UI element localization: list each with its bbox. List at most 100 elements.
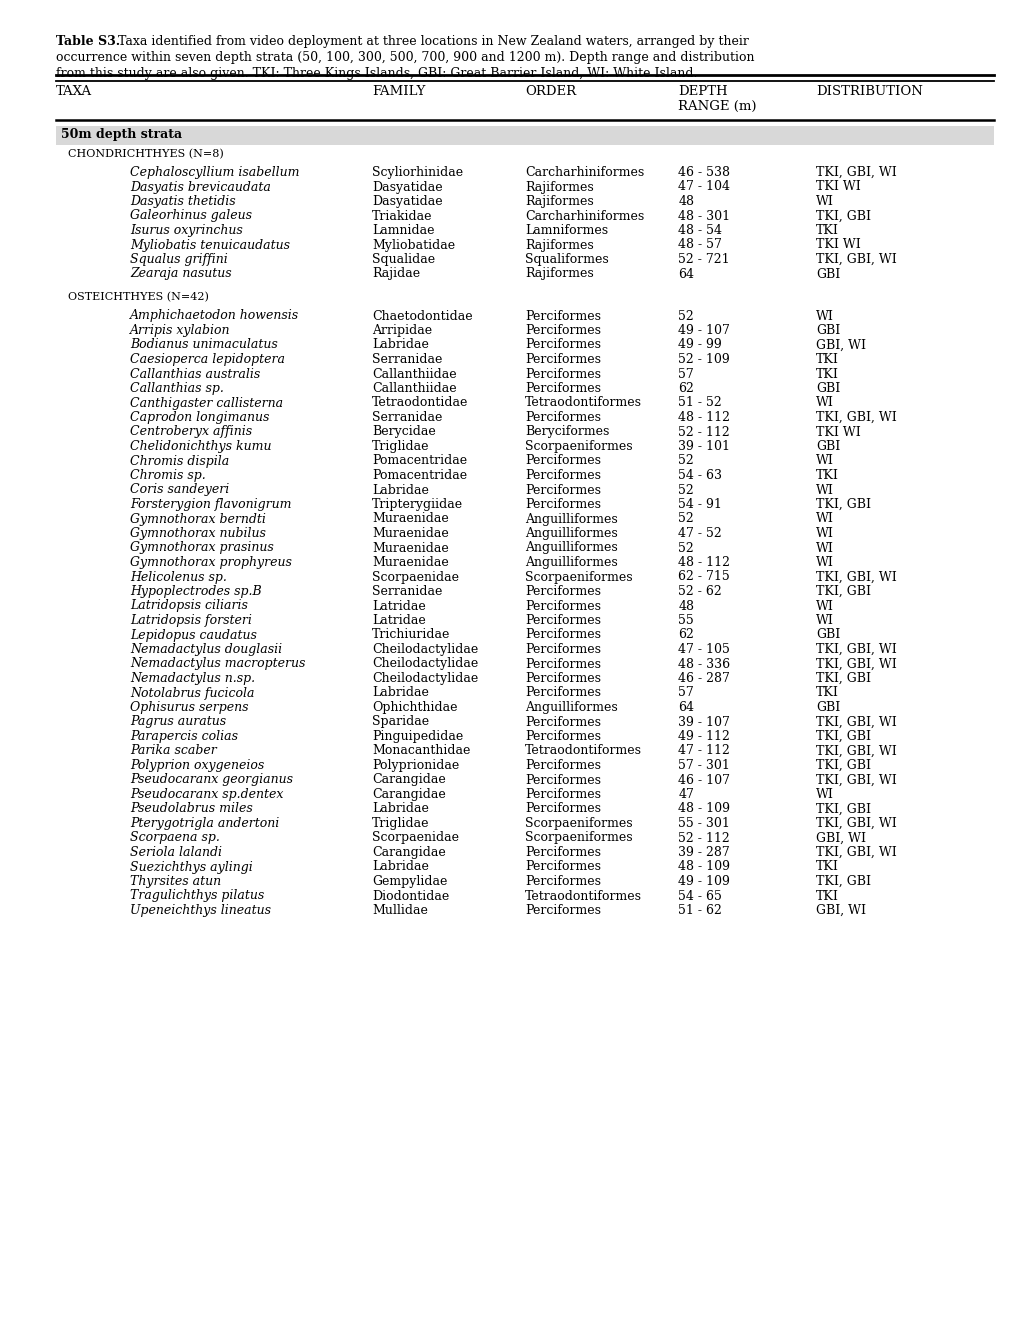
Text: Thyrsites atun: Thyrsites atun	[130, 875, 221, 888]
Text: RANGE (m): RANGE (m)	[678, 99, 756, 112]
Text: Cheilodactylidae: Cheilodactylidae	[372, 643, 478, 656]
Text: 62: 62	[678, 628, 694, 642]
Text: Callanthias sp.: Callanthias sp.	[130, 381, 224, 395]
Text: Sparidae: Sparidae	[372, 715, 429, 729]
Text: Helicolenus sp.: Helicolenus sp.	[130, 570, 227, 583]
Text: TKI, GBI: TKI, GBI	[815, 498, 870, 511]
Text: Pagrus auratus: Pagrus auratus	[130, 715, 226, 729]
Text: TAXA: TAXA	[56, 84, 92, 98]
Text: Rajiformes: Rajiformes	[525, 195, 593, 209]
Text: 47 - 52: 47 - 52	[678, 527, 721, 540]
Text: TKI, GBI, WI: TKI, GBI, WI	[815, 744, 896, 758]
Text: Diodontidae: Diodontidae	[372, 890, 449, 903]
Text: Perciformes: Perciformes	[525, 628, 601, 642]
Text: Perciformes: Perciformes	[525, 774, 601, 787]
Text: TKI: TKI	[815, 469, 838, 482]
Text: Anguilliformes: Anguilliformes	[525, 541, 618, 554]
Text: Labridae: Labridae	[372, 338, 429, 351]
Text: from this study are also given. TKI: Three Kings Islands, GBI: Great Barrier Isl: from this study are also given. TKI: Thr…	[56, 67, 697, 81]
Text: Arripidae: Arripidae	[372, 323, 432, 337]
Text: TKI: TKI	[815, 224, 838, 238]
Text: Triglidae: Triglidae	[372, 817, 429, 830]
Text: Myliobatidae: Myliobatidae	[372, 239, 454, 252]
Text: WI: WI	[815, 309, 834, 322]
Text: Perciformes: Perciformes	[525, 352, 601, 366]
Text: 52: 52	[678, 309, 693, 322]
Text: 52: 52	[678, 483, 693, 496]
Text: Pseudolabrus miles: Pseudolabrus miles	[130, 803, 253, 816]
Text: GBI, WI: GBI, WI	[815, 338, 865, 351]
Text: FAMILY: FAMILY	[372, 84, 425, 98]
Text: Parika scaber: Parika scaber	[130, 744, 217, 758]
Text: GBI: GBI	[815, 381, 840, 395]
Text: Forsterygion flavonigrum: Forsterygion flavonigrum	[130, 498, 291, 511]
Text: Scorpaeniformes: Scorpaeniformes	[525, 570, 633, 583]
Text: GBI: GBI	[815, 628, 840, 642]
Text: TKI WI: TKI WI	[815, 239, 860, 252]
Text: Anguilliformes: Anguilliformes	[525, 527, 618, 540]
Text: WI: WI	[815, 614, 834, 627]
Text: TKI, GBI: TKI, GBI	[815, 672, 870, 685]
Text: Carcharhiniformes: Carcharhiniformes	[525, 210, 644, 223]
Text: Perciformes: Perciformes	[525, 367, 601, 380]
Text: 48 - 57: 48 - 57	[678, 239, 721, 252]
Text: WI: WI	[815, 527, 834, 540]
Text: Perciformes: Perciformes	[525, 730, 601, 743]
Text: 47 - 105: 47 - 105	[678, 643, 730, 656]
Text: 55: 55	[678, 614, 693, 627]
Text: 57: 57	[678, 367, 693, 380]
Text: Chelidonichthys kumu: Chelidonichthys kumu	[130, 440, 271, 453]
Text: Perciformes: Perciformes	[525, 788, 601, 801]
Text: WI: WI	[815, 483, 834, 496]
Text: TKI, GBI, WI: TKI, GBI, WI	[815, 774, 896, 787]
Text: WI: WI	[815, 396, 834, 409]
Text: Latridopsis ciliaris: Latridopsis ciliaris	[130, 599, 248, 612]
Text: Pinguipedidae: Pinguipedidae	[372, 730, 463, 743]
Text: Perciformes: Perciformes	[525, 585, 601, 598]
Text: Tetraodontidae: Tetraodontidae	[372, 396, 468, 409]
Text: Pterygotrigla andertoni: Pterygotrigla andertoni	[130, 817, 279, 830]
Text: Perciformes: Perciformes	[525, 715, 601, 729]
Text: Dasyatis brevicaudata: Dasyatis brevicaudata	[130, 181, 271, 194]
Text: Ophisurus serpens: Ophisurus serpens	[130, 701, 249, 714]
Text: Muraenidae: Muraenidae	[372, 512, 448, 525]
Text: Labridae: Labridae	[372, 686, 429, 700]
Text: 54 - 65: 54 - 65	[678, 890, 721, 903]
Text: 39 - 101: 39 - 101	[678, 440, 730, 453]
Text: 64: 64	[678, 268, 694, 281]
Text: WI: WI	[815, 788, 834, 801]
Text: Chromis sp.: Chromis sp.	[130, 469, 206, 482]
Text: Pseudocaranx sp.dentex: Pseudocaranx sp.dentex	[130, 788, 283, 801]
Text: Scorpaeniformes: Scorpaeniformes	[525, 832, 633, 845]
Text: Rajiformes: Rajiformes	[525, 239, 593, 252]
Text: Tetraodontiformes: Tetraodontiformes	[525, 890, 642, 903]
Text: Trichiuridae: Trichiuridae	[372, 628, 450, 642]
Text: Nemadactylus douglasii: Nemadactylus douglasii	[130, 643, 282, 656]
Text: Caprodon longimanus: Caprodon longimanus	[130, 411, 269, 424]
Text: Perciformes: Perciformes	[525, 411, 601, 424]
Text: Myliobatis tenuicaudatus: Myliobatis tenuicaudatus	[130, 239, 290, 252]
Text: Latridopsis forsteri: Latridopsis forsteri	[130, 614, 252, 627]
Text: Perciformes: Perciformes	[525, 759, 601, 772]
Text: Muraenidae: Muraenidae	[372, 541, 448, 554]
Text: DISTRIBUTION: DISTRIBUTION	[815, 84, 922, 98]
Text: TKI, GBI, WI: TKI, GBI, WI	[815, 657, 896, 671]
Text: Hypoplectrodes sp.B: Hypoplectrodes sp.B	[130, 585, 262, 598]
Text: Gempylidae: Gempylidae	[372, 875, 447, 888]
Text: Beryciformes: Beryciformes	[525, 425, 609, 438]
Text: Rajidae: Rajidae	[372, 268, 420, 281]
Text: Callanthiidae: Callanthiidae	[372, 367, 457, 380]
Text: Carangidae: Carangidae	[372, 788, 445, 801]
Text: 48 - 301: 48 - 301	[678, 210, 730, 223]
Text: Labridae: Labridae	[372, 861, 429, 874]
Text: 52: 52	[678, 541, 693, 554]
Text: Serranidae: Serranidae	[372, 411, 442, 424]
Text: Scorpaenidae: Scorpaenidae	[372, 570, 459, 583]
Text: TKI: TKI	[815, 890, 838, 903]
Text: 48 - 112: 48 - 112	[678, 556, 730, 569]
Text: occurrence within seven depth strata (50, 100, 300, 500, 700, 900 and 1200 m). D: occurrence within seven depth strata (50…	[56, 51, 754, 63]
Text: Isurus oxyrinchus: Isurus oxyrinchus	[130, 224, 243, 238]
Text: 49 - 112: 49 - 112	[678, 730, 730, 743]
Text: TKI, GBI, WI: TKI, GBI, WI	[815, 643, 896, 656]
Text: 47 - 104: 47 - 104	[678, 181, 730, 194]
